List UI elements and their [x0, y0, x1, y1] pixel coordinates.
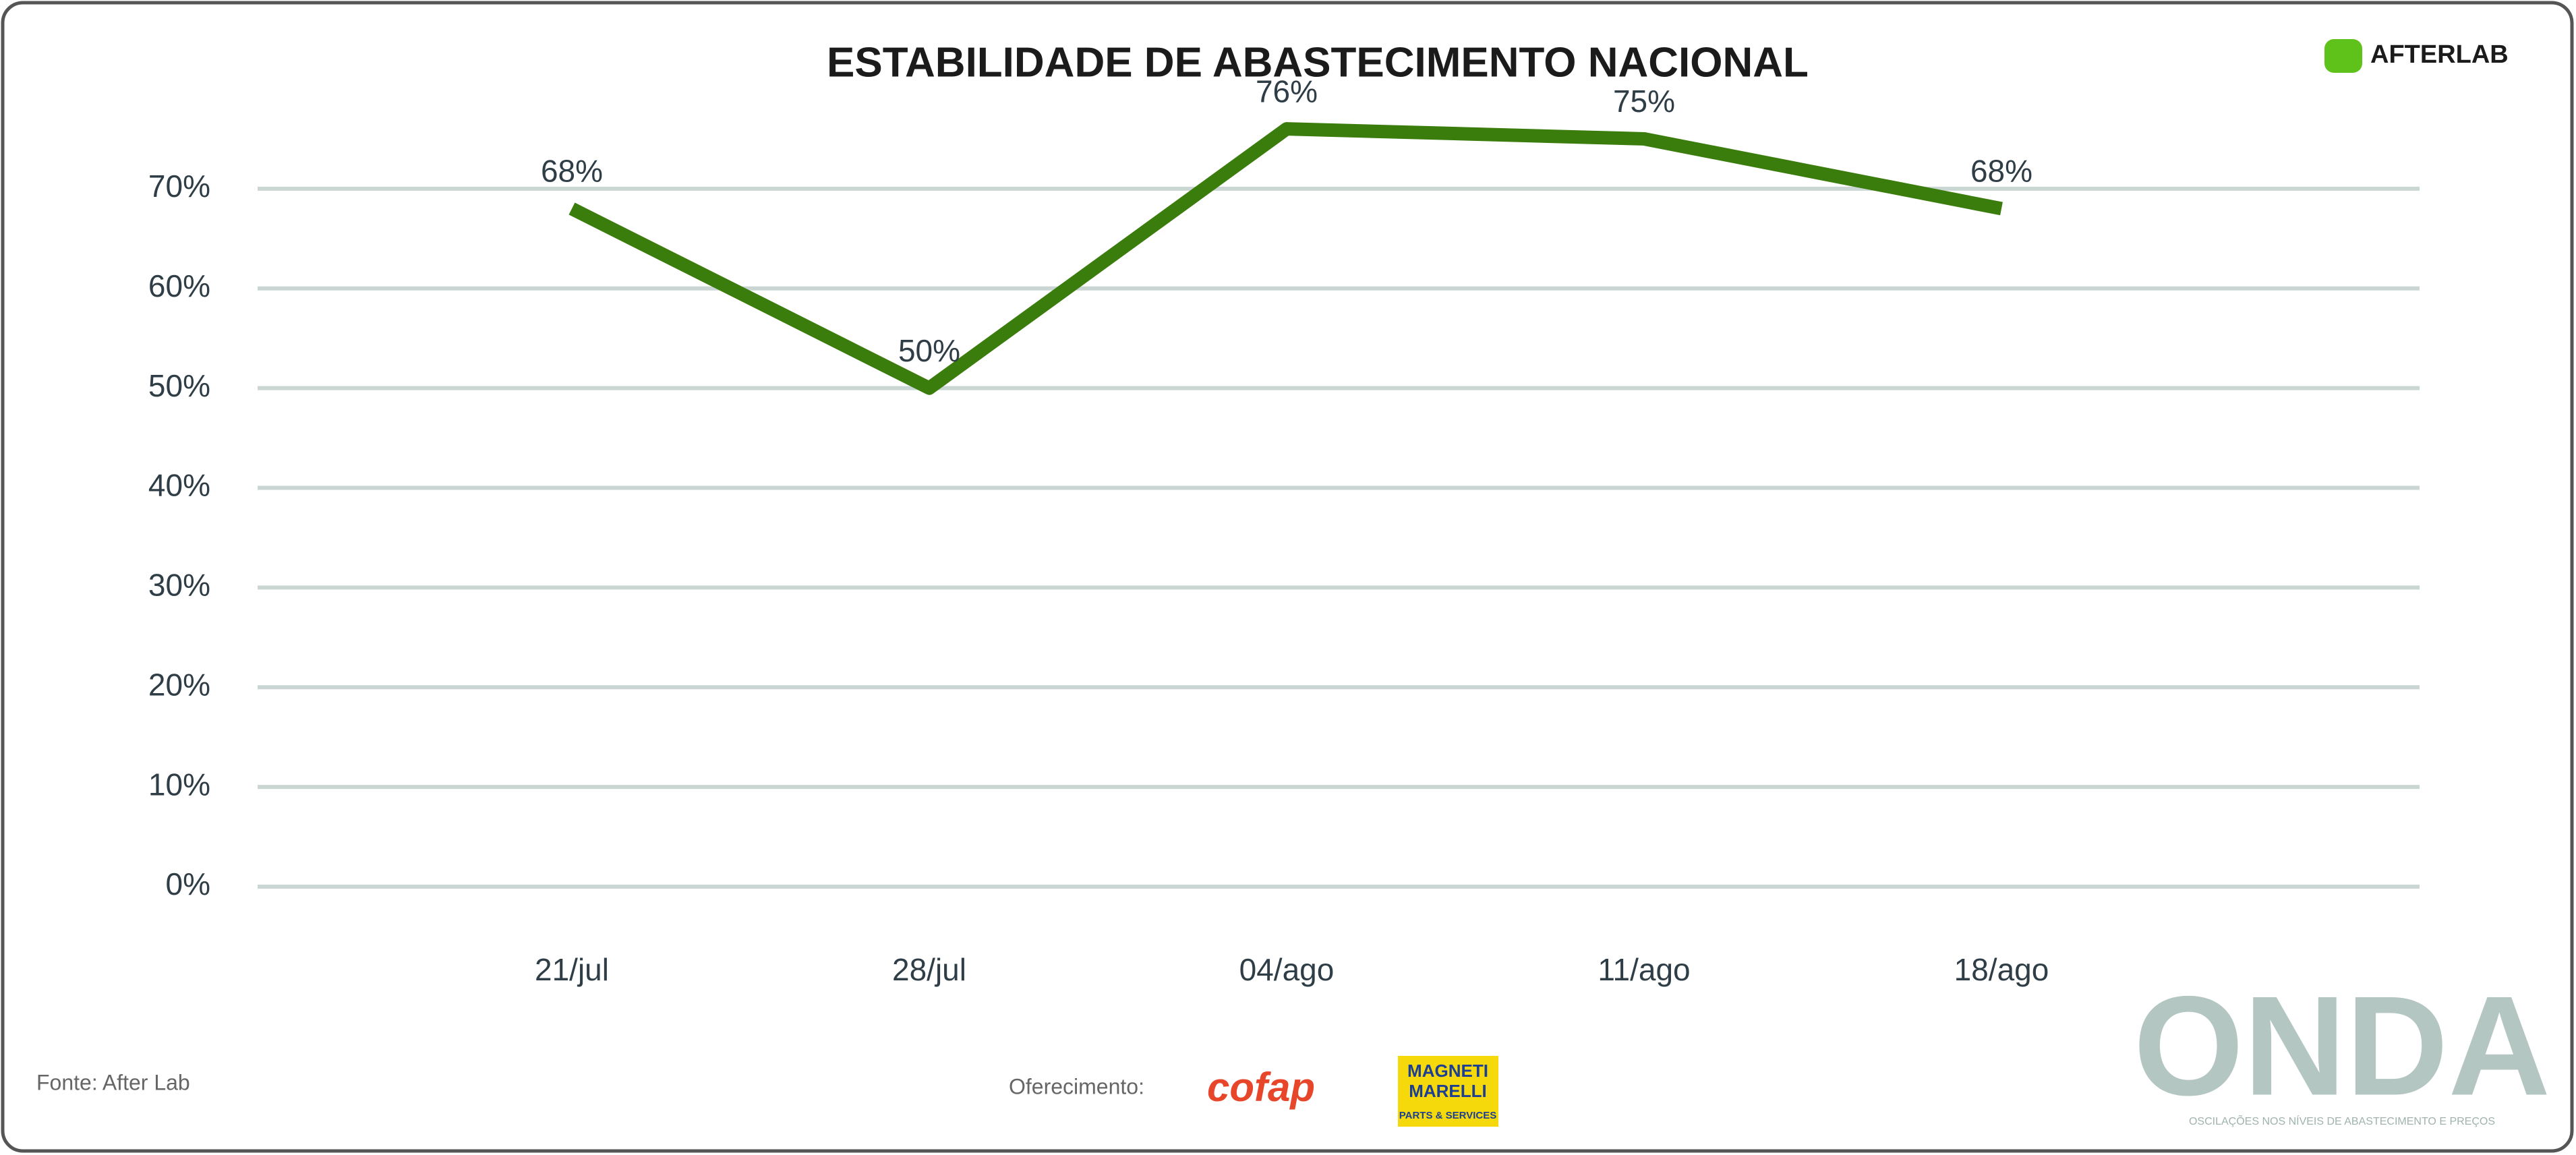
data-label: 68% [541, 154, 603, 189]
data-label: 68% [1970, 154, 2032, 189]
y-tick-label: 10% [148, 767, 210, 802]
y-tick-label: 50% [148, 368, 210, 403]
chart-title: ESTABILIDADE DE ABASTECIMENTO NACIONAL [827, 39, 1809, 86]
y-tick-label: 30% [148, 568, 210, 603]
x-tick-label: 18/ago [1954, 952, 2049, 987]
x-tick-label: 21/jul [535, 952, 609, 987]
data-label: 50% [898, 333, 960, 368]
sponsor-box [1398, 1056, 1498, 1127]
logo-text: AFTERLAB [2370, 40, 2509, 69]
sponsor-marelli: MARELLI [1409, 1081, 1487, 1101]
data-label: 76% [1256, 73, 1318, 109]
x-tick-label: 04/ago [1239, 952, 1335, 987]
sponsor-cofap: cofap [1207, 1065, 1315, 1110]
y-tick-label: 0% [166, 866, 210, 901]
brand-tagline: OSCILAÇÕES NOS NÍVEIS DE ABASTECIMENTO E… [2189, 1114, 2495, 1127]
brand-name: ONDA [2134, 966, 2550, 1125]
y-tick-label: 40% [148, 468, 210, 503]
y-tick-label: 70% [148, 169, 210, 204]
sponsor-magneti: MAGNETI [1407, 1061, 1488, 1081]
data-line [568, 122, 2003, 395]
y-tick-label: 60% [148, 268, 210, 303]
sponsor-label: Oferecimento: [1009, 1074, 1144, 1098]
data-label: 75% [1613, 84, 1675, 119]
logo-icon [2324, 39, 2362, 73]
source: Fonte: After Lab [36, 1070, 190, 1094]
sponsor-sub: PARTS & SERVICES [1399, 1110, 1496, 1121]
x-tick-label: 28/jul [892, 952, 966, 987]
x-tick-label: 11/ago [1598, 952, 1690, 987]
y-tick-label: 20% [148, 667, 210, 702]
